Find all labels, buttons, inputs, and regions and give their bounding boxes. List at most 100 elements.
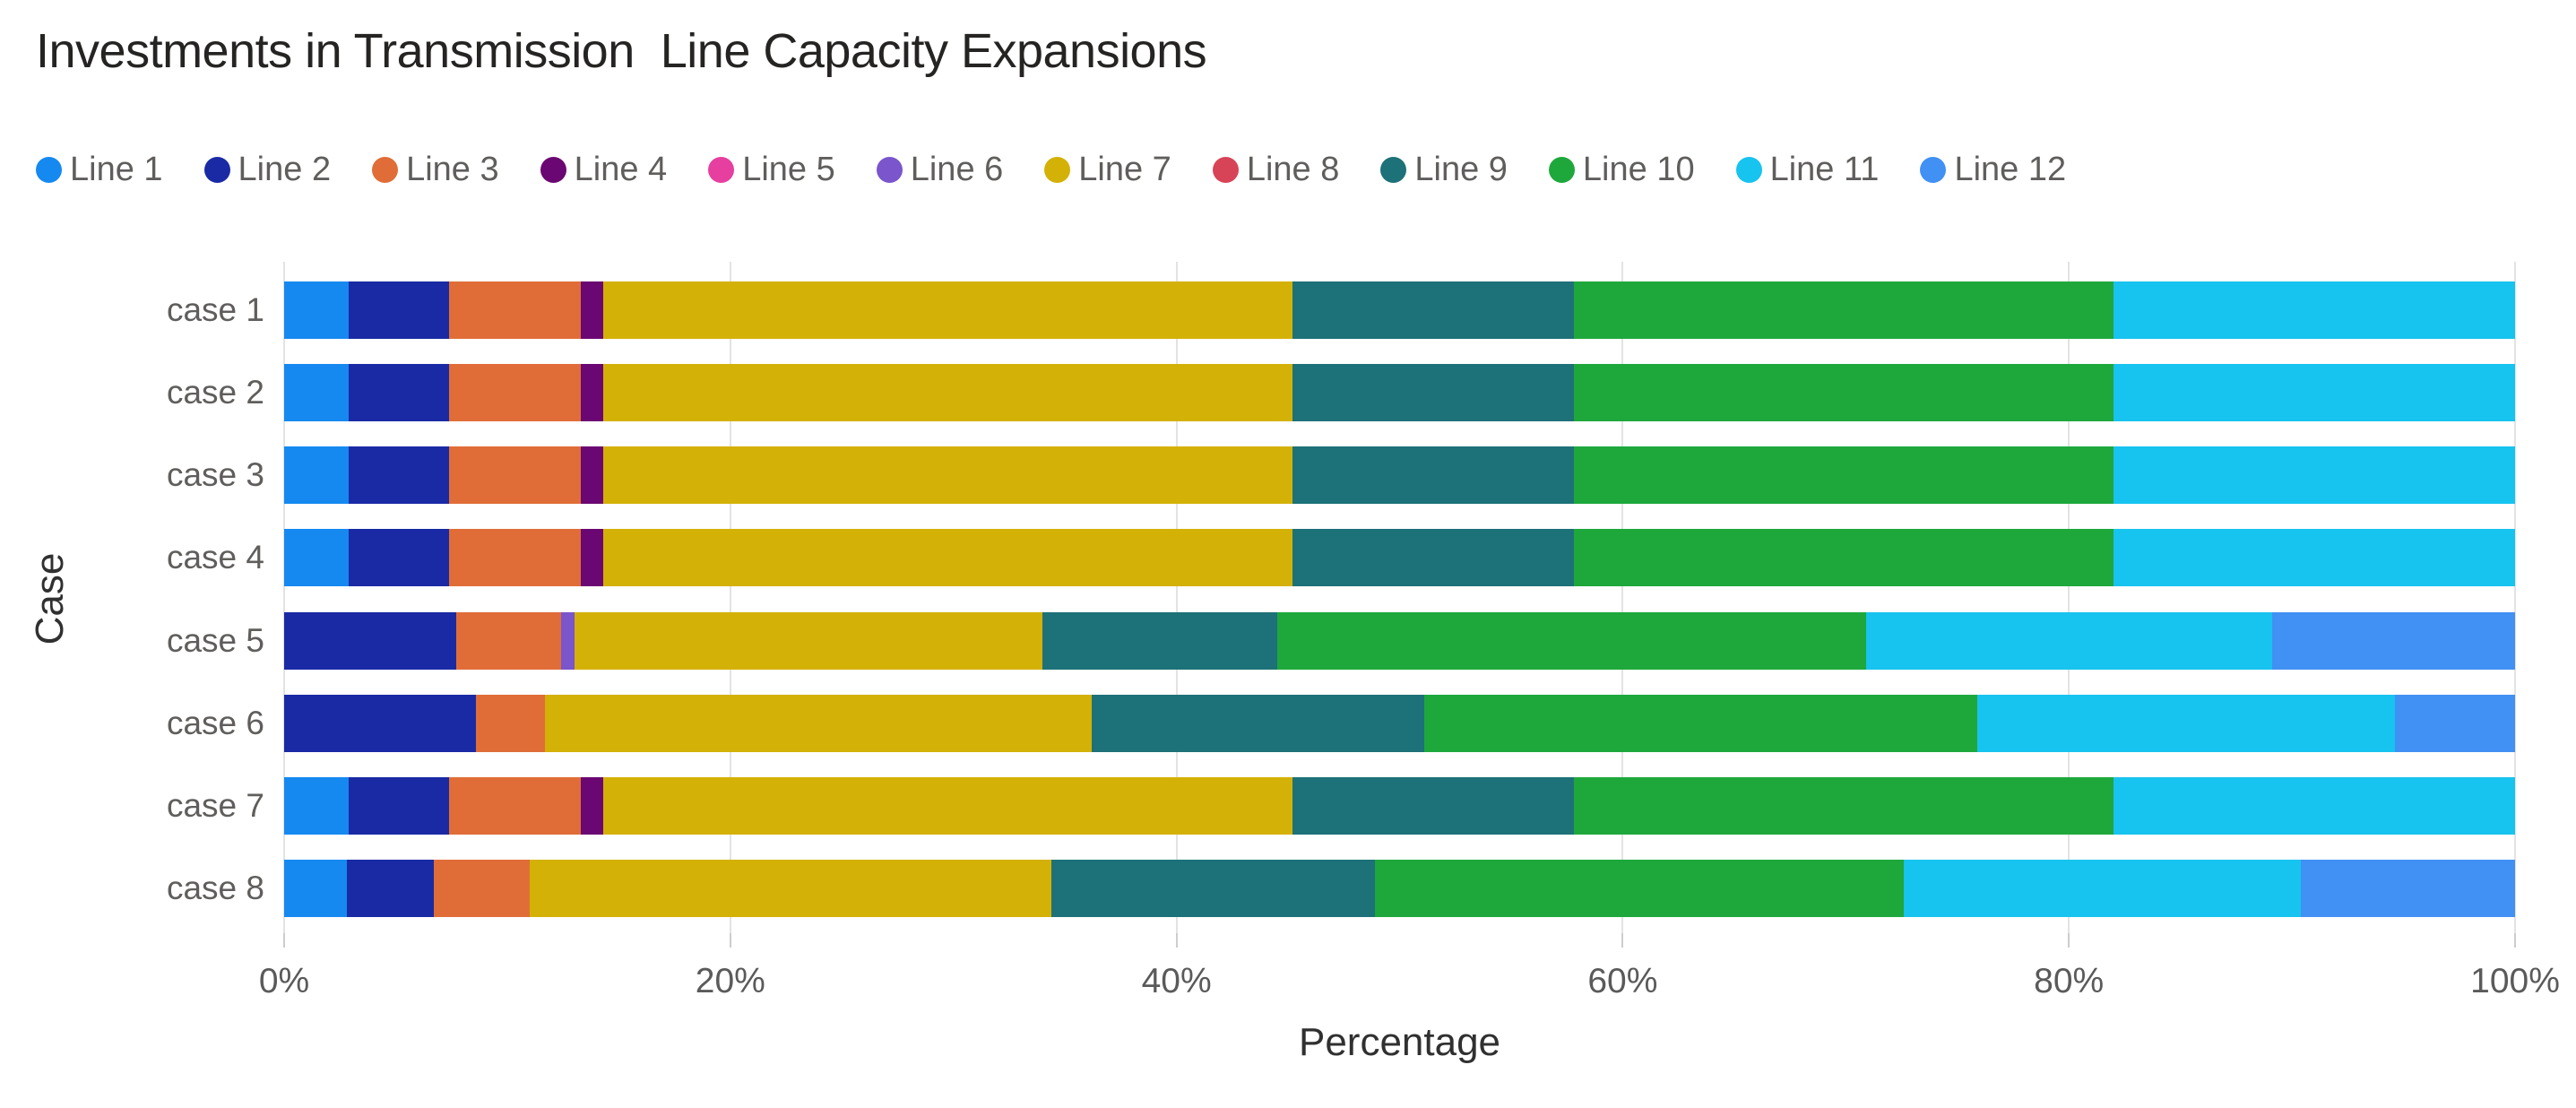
legend-item-line-6[interactable]: Line 6 <box>876 151 1003 189</box>
x-tickmark-80 <box>2068 933 2070 948</box>
bar-segment-line-4[interactable] <box>581 281 603 340</box>
x-tick-label: 100% <box>2470 962 2560 1000</box>
legend-dot-icon <box>1920 157 1947 183</box>
bar-segment-line-9[interactable] <box>1092 694 1424 752</box>
chart-title: Investments in Transmission Line Capacit… <box>36 24 1207 78</box>
bar-segment-line-10[interactable] <box>1423 694 1978 752</box>
bar-segment-line-2[interactable] <box>349 529 450 587</box>
bar-segment-line-3[interactable] <box>449 446 582 505</box>
legend-item-line-1[interactable]: Line 1 <box>36 151 163 189</box>
bar-track <box>284 694 2515 752</box>
bar-segment-line-10[interactable] <box>1375 859 1904 917</box>
y-tick-label: case 5 <box>166 621 264 659</box>
bar-segment-line-9[interactable] <box>1292 281 1574 340</box>
bar-segment-line-11[interactable] <box>1977 694 2395 752</box>
bar-segment-line-7[interactable] <box>529 859 1052 917</box>
y-tick-label: case 4 <box>166 539 264 576</box>
x-tickmark-0 <box>283 933 285 948</box>
bar-segment-line-11[interactable] <box>2113 364 2515 422</box>
bar-segment-line-11[interactable] <box>1903 859 2301 917</box>
bar-segment-line-10[interactable] <box>1573 529 2114 587</box>
bar-segment-line-1[interactable] <box>284 446 350 505</box>
bar-segment-line-2[interactable] <box>284 694 477 752</box>
legend-item-line-3[interactable]: Line 3 <box>372 151 499 189</box>
bar-row-case-3: case 3 <box>167 446 2515 505</box>
bar-segment-line-3[interactable] <box>449 529 582 587</box>
legend-dot-icon <box>1548 157 1575 183</box>
bar-segment-line-11[interactable] <box>1865 611 2272 670</box>
bar-segment-line-1[interactable] <box>284 859 347 917</box>
bar-segment-line-1[interactable] <box>284 281 350 340</box>
bar-segment-line-2[interactable] <box>349 446 450 505</box>
y-tick-label: case 3 <box>166 456 264 494</box>
bar-segment-line-3[interactable] <box>455 611 561 670</box>
bar-segment-line-3[interactable] <box>476 694 546 752</box>
x-tickmark-40 <box>1175 933 1178 948</box>
legend-item-line-11[interactable]: Line 11 <box>1735 151 1879 189</box>
bar-segment-line-1[interactable] <box>284 776 350 835</box>
bar-segment-line-7[interactable] <box>574 611 1043 670</box>
bar-segment-line-2[interactable] <box>349 281 450 340</box>
bar-segment-line-11[interactable] <box>2113 446 2515 505</box>
legend-item-line-4[interactable]: Line 4 <box>540 151 667 189</box>
bar-segment-line-9[interactable] <box>1042 611 1277 670</box>
bar-segment-line-1[interactable] <box>284 529 350 587</box>
legend-item-line-10[interactable]: Line 10 <box>1548 151 1695 189</box>
bar-segment-line-9[interactable] <box>1292 364 1574 422</box>
bar-segment-line-7[interactable] <box>602 776 1292 835</box>
bar-segment-line-12[interactable] <box>2394 694 2515 752</box>
bar-segment-line-10[interactable] <box>1573 446 2114 505</box>
bar-segment-line-12[interactable] <box>2301 859 2515 917</box>
bar-segment-line-4[interactable] <box>581 364 603 422</box>
bar-segment-line-7[interactable] <box>602 281 1292 340</box>
bar-track <box>284 364 2515 422</box>
bar-segment-line-1[interactable] <box>284 364 350 422</box>
bar-segment-line-11[interactable] <box>2113 529 2515 587</box>
legend-item-line-8[interactable]: Line 8 <box>1212 151 1339 189</box>
bar-segment-line-3[interactable] <box>433 859 530 917</box>
x-tickmark-100 <box>2514 933 2516 948</box>
legend-item-line-7[interactable]: Line 7 <box>1044 151 1171 189</box>
bar-segment-line-7[interactable] <box>545 694 1092 752</box>
bar-row-case-7: case 7 <box>167 776 2515 835</box>
legend-item-line-9[interactable]: Line 9 <box>1380 151 1508 189</box>
legend-label: Line 3 <box>406 151 499 188</box>
bar-segment-line-4[interactable] <box>581 776 603 835</box>
legend-item-line-2[interactable]: Line 2 <box>203 151 331 189</box>
bar-segment-line-4[interactable] <box>581 446 603 505</box>
bar-segment-line-2[interactable] <box>349 364 450 422</box>
bar-segment-line-11[interactable] <box>2113 281 2515 340</box>
bar-row-case-8: case 8 <box>167 859 2515 917</box>
x-tickmark-60 <box>1621 933 1624 948</box>
gridline-60 <box>1621 262 1624 937</box>
bar-segment-line-6[interactable] <box>560 611 575 670</box>
bar-segment-line-12[interactable] <box>2271 611 2515 670</box>
bar-segment-line-2[interactable] <box>284 611 456 670</box>
legend-dot-icon <box>876 157 903 183</box>
bar-segment-line-9[interactable] <box>1292 446 1574 505</box>
bar-segment-line-9[interactable] <box>1292 529 1574 587</box>
bar-segment-line-3[interactable] <box>449 281 582 340</box>
bar-segment-line-7[interactable] <box>602 364 1292 422</box>
bar-segment-line-10[interactable] <box>1573 776 2114 835</box>
bar-segment-line-9[interactable] <box>1292 776 1574 835</box>
bar-segment-line-3[interactable] <box>449 364 582 422</box>
legend-item-line-5[interactable]: Line 5 <box>708 151 835 189</box>
bar-segment-line-10[interactable] <box>1276 611 1866 670</box>
bar-segment-line-7[interactable] <box>602 446 1292 505</box>
bar-segment-line-10[interactable] <box>1573 281 2114 340</box>
bar-segment-line-2[interactable] <box>346 859 434 917</box>
bar-segment-line-9[interactable] <box>1051 859 1376 917</box>
y-tick-label: case 2 <box>166 374 264 411</box>
bar-segment-line-7[interactable] <box>602 529 1292 587</box>
bar-segment-line-3[interactable] <box>449 776 582 835</box>
x-axis-title: Percentage <box>1298 1020 1501 1064</box>
bar-segment-line-2[interactable] <box>349 776 450 835</box>
bar-segment-line-4[interactable] <box>581 529 603 587</box>
bar-segment-line-10[interactable] <box>1573 364 2114 422</box>
x-tick-label: 80% <box>2034 962 2105 1000</box>
legend-item-line-12[interactable]: Line 12 <box>1920 151 2066 189</box>
bar-segment-line-11[interactable] <box>2113 776 2515 835</box>
legend-dot-icon <box>1380 157 1407 183</box>
legend-dot-icon <box>1212 157 1239 183</box>
